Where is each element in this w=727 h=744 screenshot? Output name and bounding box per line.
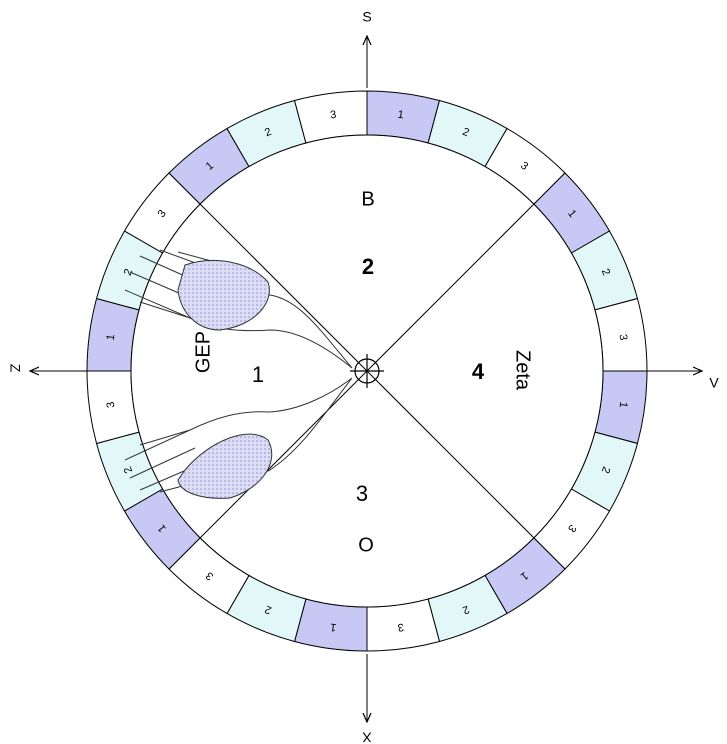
ring-label: 2 [122, 465, 135, 475]
sector-name: GEP [192, 331, 214, 373]
ring-label: 2 [599, 465, 612, 475]
sector-line [199, 370, 368, 539]
ring-label: 1 [397, 109, 405, 122]
ring-label: 2 [599, 267, 612, 277]
ring-label: 1 [617, 401, 630, 409]
center-crosshair [350, 354, 384, 388]
sector-line [199, 203, 368, 372]
sector-number: 1 [252, 362, 264, 387]
hand-outline [124, 377, 353, 497]
ring-label: 3 [617, 333, 630, 341]
sector-line [366, 370, 535, 539]
sector-number: 2 [362, 254, 374, 279]
ring-label: 2 [263, 603, 273, 616]
sector-name: O [358, 534, 374, 556]
sector-line [366, 203, 535, 372]
compass-label: V [709, 375, 719, 391]
hand-outline [124, 249, 353, 369]
compass-label: Z [7, 364, 23, 373]
ring-label: 2 [461, 603, 471, 616]
compass-label: S [362, 9, 371, 25]
sector-name: Zeta [512, 350, 534, 391]
compass-label: X [362, 729, 372, 744]
glove [177, 433, 273, 499]
sector-number: 3 [356, 481, 368, 506]
axes [30, 36, 702, 722]
sector-number: 4 [472, 359, 485, 384]
sector-name: B [361, 188, 374, 210]
hands [124, 249, 353, 499]
ring-label: 2 [461, 126, 471, 139]
ring-label: 2 [122, 267, 135, 277]
ring-label: 1 [105, 333, 118, 341]
ring-label: 3 [329, 109, 337, 122]
ring-label: 3 [397, 621, 405, 634]
ring-label: 3 [105, 401, 118, 409]
ring-label: 2 [263, 126, 273, 139]
ring-label: 1 [329, 621, 337, 634]
glove [177, 259, 270, 331]
sector-lines [199, 203, 535, 539]
